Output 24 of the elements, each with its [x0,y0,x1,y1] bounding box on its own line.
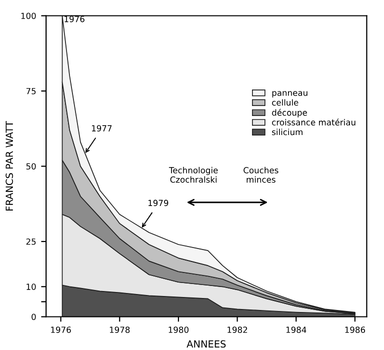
y-tick-label: 75 [26,88,36,94]
legend-label: découpe [272,108,307,118]
y-axis-title: FRANCS PAR WATT [6,121,14,210]
x-tick-label: 1986 [345,326,366,333]
y-tick-label: 10 [26,284,36,290]
annotation: Technologie Czochralski [168,166,218,183]
x-tick-label: 1976 [51,326,71,333]
y-tick-label: 50 [26,163,36,170]
x-tick-label: 1984 [286,326,306,333]
annotation: Couches minces [244,166,278,183]
x-tick-label: 1980 [168,326,189,333]
y-tick-label: 100 [21,12,36,20]
legend-label: silicium [272,128,302,136]
y-tick-label: 25 [26,238,36,245]
annotation: 1979 [148,200,168,206]
legend-label: cellule [272,99,298,106]
x-axis-title: ANNEES [186,340,226,348]
x-tick-label: 1978 [110,326,130,333]
y-tick-label: 0 [32,314,36,320]
annotation: 1976 [64,16,84,22]
legend-label: panneau [272,91,308,98]
annotation: 1977 [92,125,112,132]
x-tick-label: 1982 [228,326,248,333]
legend-label: croissance matériau [272,118,356,126]
